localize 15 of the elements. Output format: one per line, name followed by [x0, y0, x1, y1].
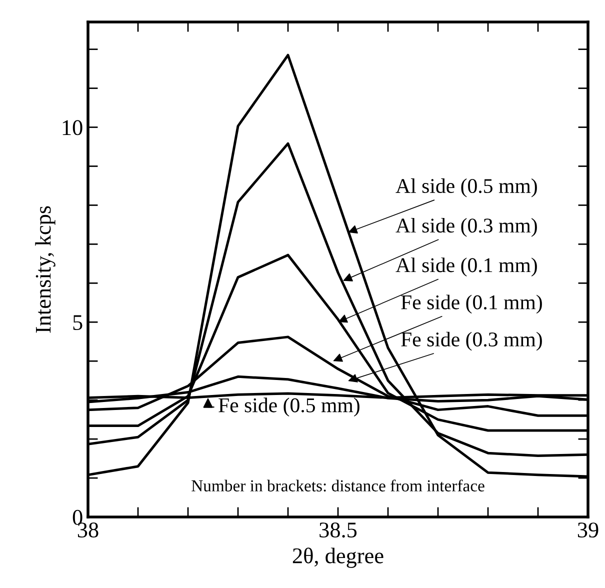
annotation: Number in brackets: distance from interface	[192, 480, 484, 492]
y-tick-label: 5	[73, 315, 82, 330]
annotation: Fe side (0.5 mm)	[218, 398, 360, 417]
annotation: Al side (0.5 mm)	[396, 178, 537, 198]
x-tick-label: 38.5	[320, 522, 357, 538]
annotation: Fe side (0.1 mm)	[401, 294, 542, 314]
x-axis-title: 2θ, degree	[292, 548, 384, 568]
y-tick-label: 0	[72, 510, 82, 525]
y-axis-title: Intensity, kcps	[35, 206, 56, 333]
x-tick-label: 39	[578, 522, 598, 538]
y-tick-label: 10	[62, 120, 82, 136]
annotation: Al side (0.1 mm)	[396, 258, 537, 276]
annotation: Fe side (0.3 mm)	[401, 332, 542, 351]
annotation: Al side (0.3 mm)	[396, 218, 537, 237]
x-tick-label: 38	[78, 522, 98, 538]
